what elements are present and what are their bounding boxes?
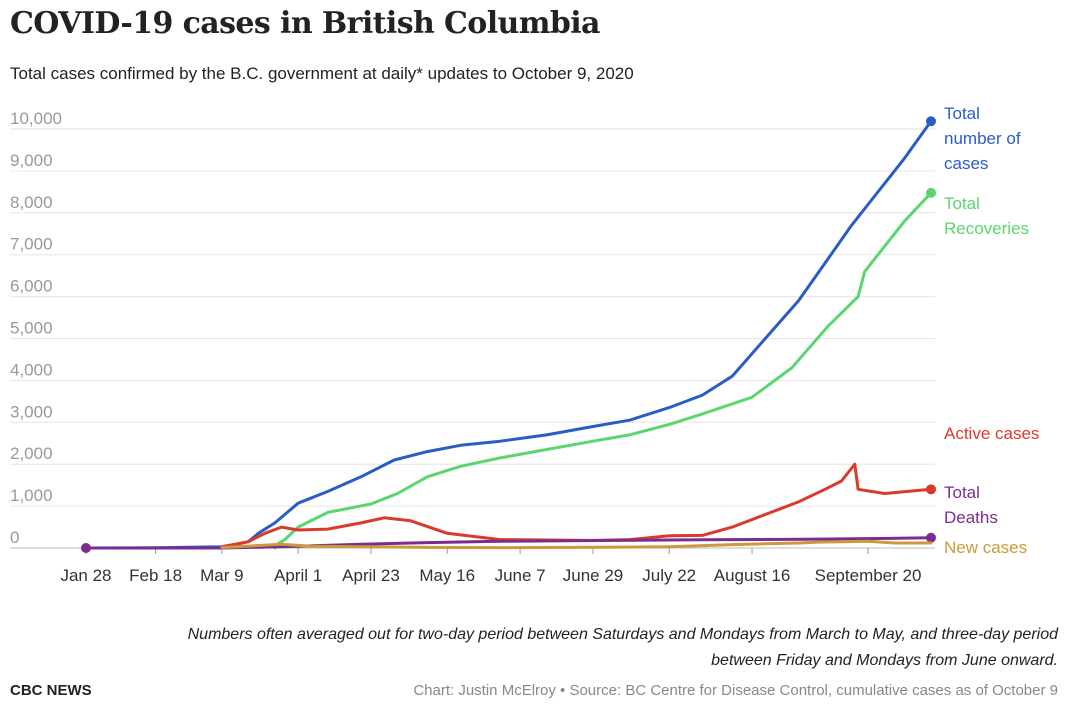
chart-subtitle: Total cases confirmed by the B.C. govern… bbox=[10, 64, 634, 83]
x-tick-label: August 16 bbox=[714, 566, 791, 585]
y-tick-label: 10,000 bbox=[10, 109, 62, 128]
series-line-total-number-of-cases bbox=[84, 119, 933, 550]
x-tick-label: April 23 bbox=[342, 566, 400, 585]
end-point-total-recoveries bbox=[926, 187, 936, 198]
series-label-total-number-of-cases: cases bbox=[944, 154, 988, 173]
y-tick-label: 5,000 bbox=[10, 319, 53, 338]
x-tick-label: June 29 bbox=[563, 566, 624, 585]
gridlines bbox=[10, 128, 935, 549]
series-label-total-recoveries: Recoveries bbox=[944, 219, 1029, 238]
series-label-new-cases: New cases bbox=[944, 538, 1027, 557]
end-point-active-cases bbox=[926, 484, 936, 495]
series-label-total-number-of-cases: Total bbox=[944, 104, 980, 123]
footnote-line-2: between Friday and Mondays from June onw… bbox=[711, 652, 1058, 669]
end-point-total-deaths bbox=[926, 532, 936, 543]
y-axis-ticks: 0 1,000 2,000 3,000 4,000 5,000 6,000 7,000 8,00… bbox=[10, 109, 62, 547]
series-label-total-number-of-cases: number of bbox=[944, 129, 1021, 148]
y-tick-label: 6,000 bbox=[10, 277, 53, 296]
start-point-total-deaths bbox=[81, 543, 91, 553]
series-line-total-recoveries bbox=[273, 191, 933, 550]
y-tick-label: 3,000 bbox=[10, 402, 53, 421]
x-tick-label: April 1 bbox=[274, 566, 322, 585]
series-line-active-cases bbox=[220, 462, 933, 549]
source-credit: Chart: Justin McElroy • Source: BC Centr… bbox=[413, 682, 1058, 699]
y-tick-label: 2,000 bbox=[10, 444, 53, 463]
end-point-total-number-of-cases bbox=[926, 116, 936, 127]
x-tick-label: Jan 28 bbox=[60, 566, 111, 585]
line-chart: 0 1,000 2,000 3,000 4,000 5,000 6,000 7,000 8,00… bbox=[10, 104, 1039, 585]
series-line-new-cases bbox=[220, 539, 933, 550]
x-tick-label: June 7 bbox=[495, 566, 546, 585]
y-tick-label: 9,000 bbox=[10, 151, 53, 170]
series-labels: Total number of cases Total Recoveries Active… bbox=[944, 104, 1039, 557]
series-label-active-cases: Active cases bbox=[944, 424, 1039, 443]
x-tick-label: Feb 18 bbox=[129, 566, 182, 585]
x-tick-label: September 20 bbox=[815, 566, 922, 585]
series-label-total-recoveries: Total bbox=[944, 194, 980, 213]
y-tick-label: 1,000 bbox=[10, 486, 53, 505]
x-tick-label: July 22 bbox=[642, 566, 696, 585]
y-tick-label: 4,000 bbox=[10, 360, 53, 379]
footnote-line-1: Numbers often averaged out for two-day p… bbox=[187, 626, 1058, 643]
x-axis-ticks: Jan 28 Feb 18 Mar 9 April 1 April 23 May 16 Ju… bbox=[60, 548, 921, 585]
y-tick-label: 0 bbox=[10, 528, 19, 547]
y-tick-label: 7,000 bbox=[10, 235, 53, 254]
series-label-total-deaths: Total bbox=[944, 483, 980, 502]
brand-logo-text: CBC NEWS bbox=[10, 682, 92, 699]
footnote: Numbers often averaged out for two-day p… bbox=[28, 622, 1058, 674]
series-label-total-deaths: Deaths bbox=[944, 508, 998, 527]
x-tick-label: Mar 9 bbox=[200, 566, 243, 585]
series-lines bbox=[81, 116, 936, 553]
chart-title: COVID-19 cases in British Columbia bbox=[10, 6, 600, 41]
y-tick-label: 8,000 bbox=[10, 193, 53, 212]
x-tick-label: May 16 bbox=[419, 566, 475, 585]
